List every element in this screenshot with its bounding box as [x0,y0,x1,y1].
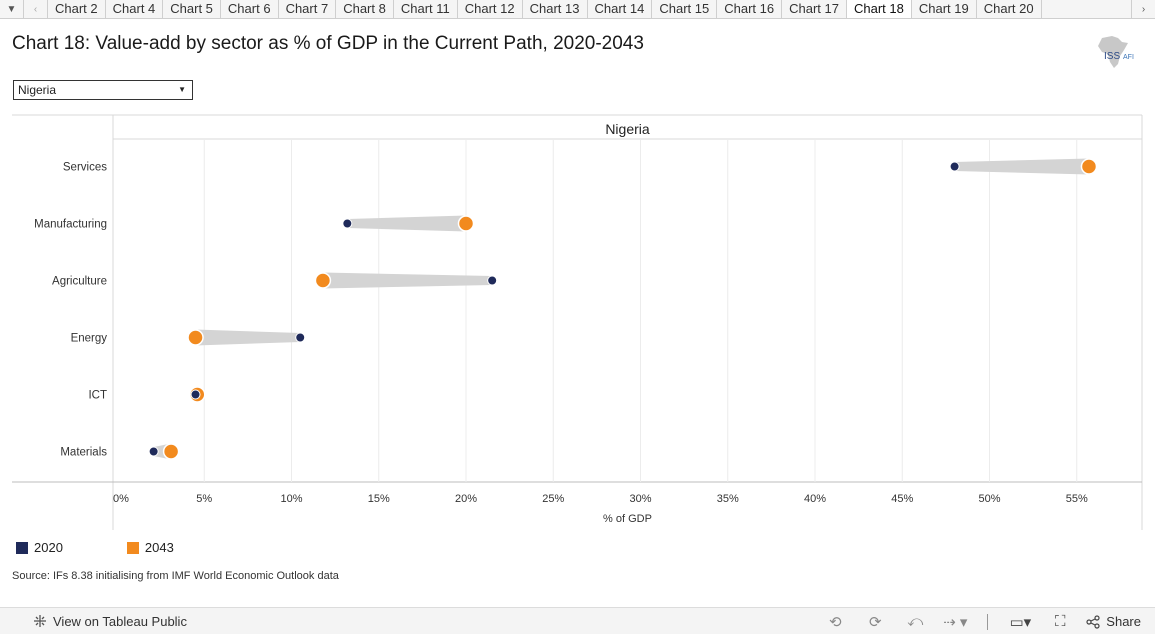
x-tick-label: 45% [891,493,913,505]
category-label: Energy [71,333,108,345]
category-label: Materials [60,447,107,459]
legend-label-2043: 2043 [144,540,174,555]
tab-prev-button[interactable]: ‹ [24,0,48,18]
legend-swatch-2043 [126,541,139,554]
tab-chart-20[interactable]: Chart 20 [977,0,1042,18]
logo-text: ISS [1104,51,1120,62]
toolbar-separator [987,613,989,630]
x-tick-label: 40% [804,493,826,505]
tab-chart-14[interactable]: Chart 14 [588,0,653,18]
share-button[interactable]: Share [1086,614,1141,629]
country-dropdown-value: Nigeria [18,83,57,97]
source-note: Source: IFs 8.38 initialising from IMF W… [12,570,339,582]
tab-chart-4[interactable]: Chart 4 [106,0,164,18]
dumbbell-connector [322,272,493,289]
x-tick-label: 5% [196,493,212,505]
point-2043 [187,329,204,346]
tableau-toolbar: View on Tableau Public ⟲ ⟳ ⤺ ⇢ ▾ ▭▾ ⛶ Sh… [0,607,1155,634]
chevron-right-icon: › [1141,3,1146,15]
x-axis-title: % of GDP [603,513,652,525]
undo-icon[interactable]: ⟲ [829,613,842,631]
tab-chart-2[interactable]: Chart 2 [48,0,106,18]
tab-menu-button[interactable]: ▼ [0,0,24,18]
x-tick-label: 30% [629,493,651,505]
dropdown-caret-icon: ▼ [178,85,186,94]
point-2043 [162,443,180,460]
share-label: Share [1106,614,1141,629]
tab-list: Chart 2 Chart 4 Chart 5 Chart 6 Chart 7 Chart… [48,0,1131,18]
dumbbell-connector [195,329,301,346]
category-label: Services [63,162,107,174]
point-2020 [190,389,201,400]
point-2020 [342,218,353,229]
logo-suffix: AFI [1123,54,1134,61]
page-title: Chart 18: Value-add by sector as % of GD… [12,33,644,54]
legend-swatch-2020 [16,541,28,554]
x-tick-label: 0% [113,493,129,505]
iss-africa-logo: ISS AFI [1098,36,1134,68]
revert-icon[interactable]: ⤺ [907,613,924,630]
dumbbell-connector [954,158,1089,175]
country-dropdown[interactable]: Nigeria ▼ [13,80,193,100]
dumbbell-chart: Nigeria 0% 5% 10% 15% 20% 25% 30% 35% 40% 45% 50% 55… [12,114,1143,530]
category-label: Agriculture [52,276,107,288]
pane-header-title: Nigeria [605,121,650,137]
x-tick-label: 55% [1066,493,1088,505]
tab-chart-16[interactable]: Chart 16 [717,0,783,18]
x-tick-label: 50% [978,493,1000,505]
x-tick-label: 15% [368,493,390,505]
legend-item-2020[interactable]: 2020 [16,540,63,555]
tab-chart-8[interactable]: Chart 8 [336,0,394,18]
tab-chart-17[interactable]: Chart 17 [782,0,847,18]
point-2020 [487,275,498,286]
x-tick-label: 35% [717,493,739,505]
x-tick-label: 20% [455,493,477,505]
caret-down-icon: ▼ [6,3,17,15]
view-on-tableau-label: View on Tableau Public [53,613,187,629]
refresh-icon[interactable]: ⇢ ▾ [943,613,968,631]
category-label: ICT [88,390,107,402]
tab-chart-5[interactable]: Chart 5 [163,0,221,18]
tab-chart-12[interactable]: Chart 12 [458,0,523,18]
point-2020 [148,446,159,457]
category-label: Manufacturing [34,219,107,231]
point-2043 [1080,158,1098,175]
tableau-logo-icon [34,615,46,627]
legend-item-2043[interactable]: 2043 [126,540,174,555]
tab-chart-6[interactable]: Chart 6 [221,0,279,18]
tab-chart-19[interactable]: Chart 19 [912,0,977,18]
tab-chart-11[interactable]: Chart 11 [394,0,458,18]
chevron-left-icon: ‹ [33,3,38,15]
download-icon[interactable]: ▭▾ [1009,613,1032,631]
point-2020 [949,161,960,172]
tab-chart-15[interactable]: Chart 15 [652,0,718,18]
share-icon [1086,614,1100,629]
dumbbell-connector [347,215,466,232]
x-tick-label: 25% [542,493,564,505]
point-2043 [314,272,332,289]
tab-chart-18[interactable]: Chart 18 [847,0,912,18]
tab-next-button[interactable]: › [1131,0,1155,18]
redo-icon[interactable]: ⟳ [869,613,882,631]
view-on-tableau-link[interactable]: View on Tableau Public [33,614,187,629]
tab-chart-7[interactable]: Chart 7 [279,0,337,18]
legend-label-2020: 2020 [34,540,63,555]
x-tick-label: 10% [280,493,302,505]
legend: 2020 2043 [16,540,174,555]
africa-map-icon [1098,36,1128,68]
tab-chart-13[interactable]: Chart 13 [523,0,588,18]
fullscreen-icon[interactable]: ⛶ [1055,613,1066,630]
point-2020 [295,332,306,343]
point-2043 [457,215,475,232]
